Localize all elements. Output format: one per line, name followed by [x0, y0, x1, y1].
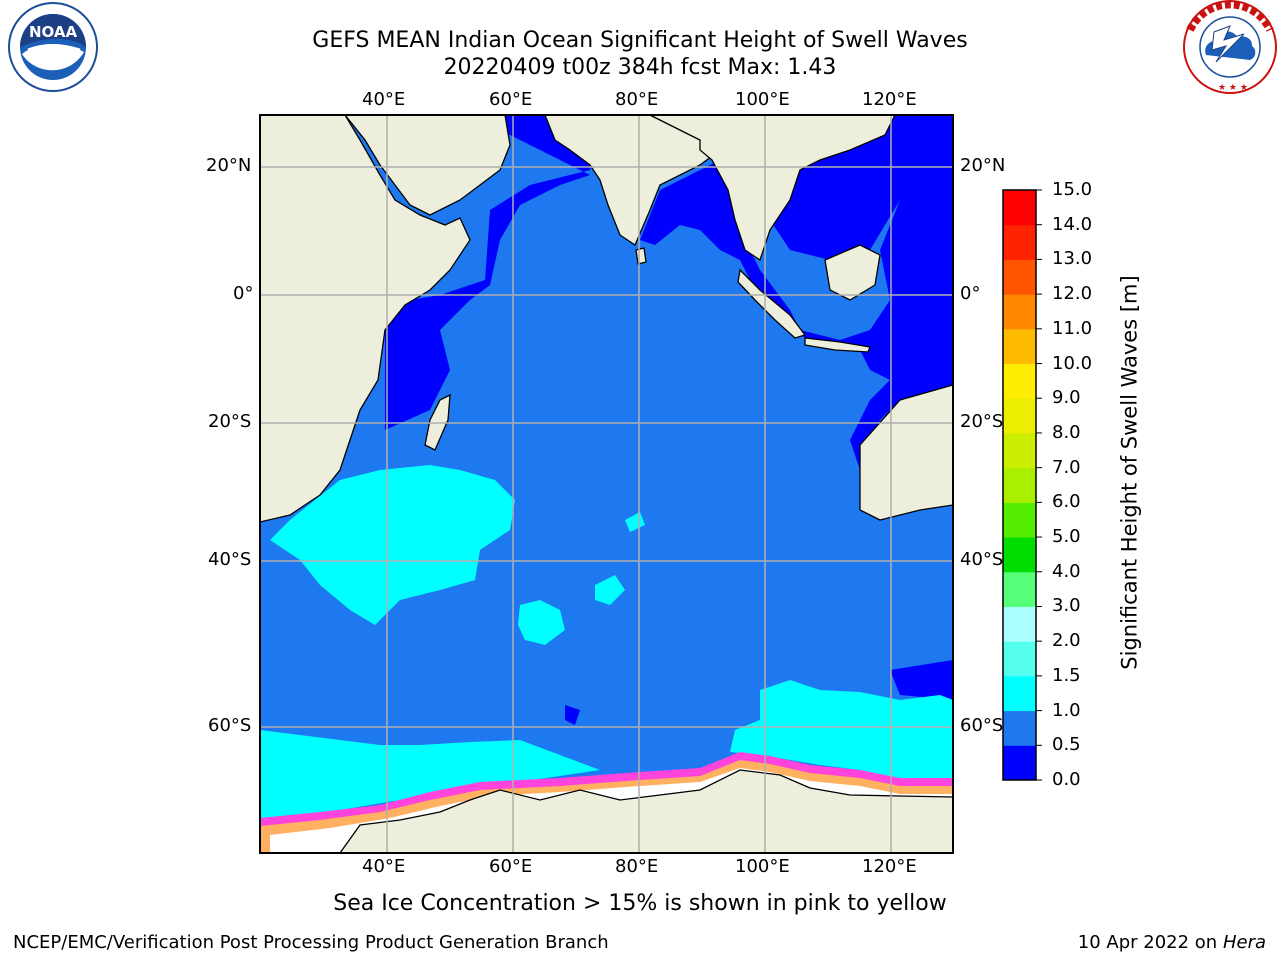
chart-subtitle: 20220409 t00z 384h fcst Max: 1.43 [443, 55, 837, 80]
colorbar-tick-label: 5.0 [1052, 526, 1081, 548]
colorbar-segment [1003, 398, 1036, 434]
colorbar-segment [1003, 675, 1036, 712]
noaa-logo: NOAA [8, 2, 98, 92]
footer-branch: NCEP/EMC/Verification Post Processing Pr… [13, 932, 609, 953]
colorbar-tick-label: 8.0 [1052, 421, 1081, 443]
lat-tick-left-0: 0° [233, 283, 254, 304]
colorbar-tick-label: 12.0 [1052, 283, 1093, 305]
colorbar-tick-label: 2.0 [1052, 630, 1081, 652]
lon-tick-top-100e: 100°E [735, 89, 790, 110]
colorbar-segment [1003, 502, 1036, 538]
lon-tick-top-40e: 40°E [362, 89, 406, 110]
noaa-logo-text: NOAA [29, 23, 78, 41]
lon-tick-bottom-120e: 120°E [862, 856, 917, 877]
map-frame [259, 114, 954, 854]
map-area [260, 115, 953, 853]
colorbar-segment [1003, 224, 1036, 260]
lat-tick-right-20s: 20°S [960, 411, 1004, 432]
colorbar-segment [1003, 432, 1036, 469]
colorbar-segment [1003, 190, 1036, 226]
colorbar-segment [1003, 294, 1036, 330]
lat-tick-left-20n: 20°N [206, 155, 252, 176]
lat-tick-right-20n: 20°N [960, 155, 1006, 176]
colorbar-segment [1003, 745, 1036, 781]
lon-tick-top-60e: 60°E [489, 89, 533, 110]
colorbar-tick-label: 1.0 [1052, 699, 1081, 721]
colorbar-segment [1003, 363, 1036, 399]
lat-tick-right-40s: 40°S [960, 549, 1004, 570]
colorbar-segment [1003, 710, 1036, 746]
lon-tick-bottom-80e: 80°E [615, 856, 659, 877]
colorbar-tick-label: 14.0 [1052, 213, 1093, 235]
colorbar-tick-label: 9.0 [1052, 387, 1081, 409]
footer-host: Hera [1222, 932, 1266, 953]
moderate-swell-regions [260, 465, 953, 818]
colorbar-tick-label: 7.0 [1052, 456, 1081, 478]
colorbar-tick-label: 13.0 [1052, 248, 1093, 270]
lon-tick-bottom-60e: 60°E [489, 856, 533, 877]
colorbar-tick-label: 11.0 [1052, 317, 1093, 339]
colorbar [1002, 189, 1042, 781]
lon-tick-bottom-40e: 40°E [362, 856, 406, 877]
colorbar-segment [1003, 606, 1036, 642]
footer-date-text: 10 Apr 2022 on [1077, 932, 1223, 953]
low-swell-regions [385, 115, 953, 725]
map-graticule [260, 115, 953, 853]
colorbar-label: Significant Height of Swell Waves [m] [1117, 275, 1142, 670]
colorbar-tick-label: 10.0 [1052, 352, 1093, 374]
lat-tick-left-20s: 20°S [208, 411, 252, 432]
colorbar-tick-label: 1.5 [1052, 664, 1081, 686]
colorbar-tick-label: 4.0 [1052, 560, 1081, 582]
lat-tick-left-40s: 40°S [208, 549, 252, 570]
colorbar-tick-label: 0.0 [1052, 769, 1081, 790]
colorbar-tick-label: 3.0 [1052, 595, 1081, 617]
colorbar-segment [1003, 259, 1036, 295]
colorbar-frame [1002, 189, 1037, 781]
sea-ice-caption: Sea Ice Concentration > 15% is shown in … [333, 891, 947, 916]
colorbar-tick-label: 15.0 [1052, 179, 1093, 200]
chart-title: GEFS MEAN Indian Ocean Significant Heigh… [312, 28, 968, 53]
lat-tick-right-60s: 60°S [960, 715, 1004, 736]
svg-text:★ ★ ★: ★ ★ ★ [1218, 83, 1248, 93]
lat-tick-left-60s: 60°S [208, 715, 252, 736]
colorbar-tick-label: 0.5 [1052, 734, 1081, 756]
colorbar-tick-label: 6.0 [1052, 491, 1081, 513]
colorbar-segment [1003, 641, 1036, 677]
footer-date: 10 Apr 2022 on Hera [1078, 932, 1266, 953]
colorbar-segment [1003, 537, 1036, 573]
lon-tick-top-80e: 80°E [615, 89, 659, 110]
nws-logo: ★ ★ ★ [1183, 0, 1277, 94]
colorbar-segment [1003, 467, 1036, 503]
colorbar-segment [1003, 328, 1036, 365]
lon-tick-top-120e: 120°E [862, 89, 917, 110]
lat-tick-right-0: 0° [960, 283, 981, 304]
colorbar-segment [1003, 571, 1036, 607]
lon-tick-bottom-100e: 100°E [735, 856, 790, 877]
